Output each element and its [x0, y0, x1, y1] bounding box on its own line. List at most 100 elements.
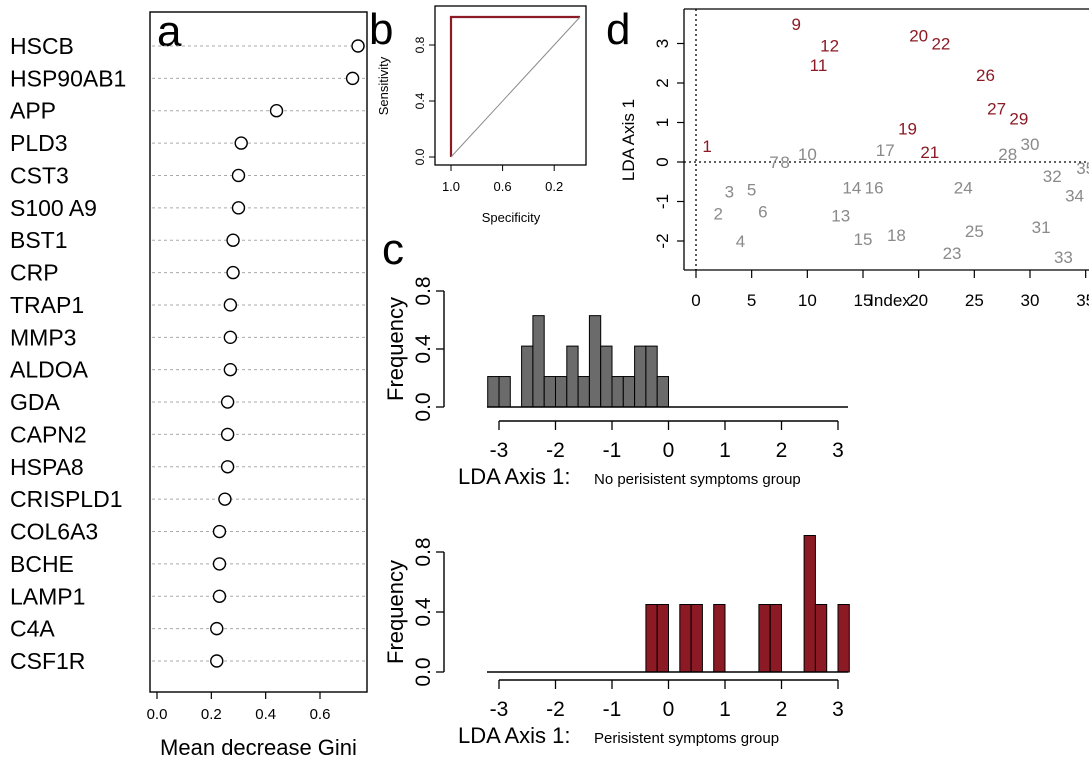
- x-axis-label: LDA Axis 1:: [458, 464, 571, 489]
- y-axis-label: Frequency: [383, 560, 408, 664]
- point-label: 27: [987, 100, 1006, 119]
- category-label: C4A: [10, 616, 55, 642]
- x-axis-sublabel: Perisistent symptoms group: [594, 730, 779, 747]
- point-label: 20: [909, 27, 928, 46]
- x-tick-label: 2: [776, 698, 788, 721]
- histogram-bar: [645, 345, 658, 408]
- x-tick-label: 0.6: [310, 706, 331, 723]
- data-point: [212, 557, 227, 571]
- point-label: 17: [876, 141, 895, 160]
- category-label: APP: [10, 98, 56, 124]
- point-label: 21: [920, 143, 939, 162]
- histogram-bar: [600, 345, 613, 408]
- category-label: PLD3: [10, 130, 68, 156]
- point-label: 7: [769, 153, 778, 172]
- point-label: 6: [758, 202, 767, 221]
- y-tick-label: 0: [653, 157, 672, 166]
- histogram-bar: [814, 604, 828, 673]
- data-point: [210, 621, 224, 636]
- x-axis-sublabel: No perisistent symptoms group: [594, 471, 801, 488]
- x-axis-label: Mean decrease Gini: [160, 735, 357, 760]
- data-point: [212, 589, 227, 603]
- histogram-bar: [543, 376, 557, 408]
- point-label: 8: [780, 153, 789, 172]
- x-axis-label: Specificity: [482, 210, 541, 225]
- data-point: [220, 427, 235, 442]
- histogram-bar: [634, 345, 647, 408]
- panel-b-roc-curve: 0.0 0.4 0.8 1.0 0.6 0.2 Specificity Sensitivity: [376, 5, 587, 225]
- category-label: HSCB: [10, 33, 74, 59]
- point-label: 24: [954, 179, 973, 198]
- data-point: [220, 395, 235, 409]
- category-label: CRP: [10, 260, 59, 286]
- data-point: [234, 136, 248, 150]
- y-tick-label: 0.8: [412, 276, 435, 305]
- x-tick-label: 2: [776, 439, 788, 462]
- category-label: S100 A9: [10, 195, 97, 221]
- x-tick-label: 0.4: [255, 706, 276, 723]
- x-tick-label: 0.6: [494, 179, 512, 194]
- category-label: HSPA8: [10, 454, 84, 480]
- x-tick-label: 1: [719, 439, 731, 462]
- data-point: [223, 362, 238, 377]
- histogram-bar: [622, 376, 636, 408]
- data-point: [220, 460, 235, 474]
- x-tick-label: 1: [719, 698, 731, 721]
- x-tick-label: 0: [663, 698, 675, 721]
- panel-label-b: b: [369, 5, 393, 54]
- x-tick-label: 3: [832, 439, 844, 462]
- x-tick-label: 25: [965, 291, 984, 310]
- x-tick-label: -2: [546, 439, 565, 462]
- category-label: CSF1R: [10, 648, 85, 674]
- point-label: 3: [725, 183, 734, 202]
- y-axis-label: Frequency: [383, 297, 408, 401]
- category-label: CST3: [10, 162, 69, 188]
- histogram-bar: [555, 376, 568, 408]
- histogram-bar: [656, 604, 670, 673]
- category-label: COL6A3: [10, 519, 98, 545]
- data-point: [226, 265, 240, 280]
- category-label: LAMP1: [10, 583, 85, 609]
- category-label: TRAP1: [10, 292, 84, 318]
- data-point: [269, 104, 284, 118]
- point-label: 32: [1043, 167, 1062, 186]
- histogram-bar: [588, 315, 602, 408]
- category-label: CAPN2: [10, 421, 87, 447]
- histogram-bar: [758, 604, 771, 673]
- data-point: [345, 71, 360, 86]
- point-label: 15: [854, 230, 873, 249]
- data-point: [231, 168, 246, 183]
- point-label: 30: [1021, 135, 1040, 154]
- histogram-bar: [713, 604, 726, 673]
- data-point: [351, 39, 365, 53]
- data-point: [231, 201, 246, 215]
- x-tick-label: -2: [546, 698, 565, 721]
- point-label: 25: [965, 222, 984, 241]
- point-label: 5: [747, 181, 756, 200]
- x-tick-label: -3: [490, 439, 509, 462]
- histogram-bar: [769, 604, 783, 673]
- y-tick-label: -2: [653, 233, 672, 248]
- roc-series-line: [449, 15, 580, 157]
- data-point: [212, 524, 227, 539]
- x-axis-label: Index: [869, 291, 911, 310]
- x-tick-label: 0.2: [201, 706, 222, 723]
- point-label: 23: [943, 244, 962, 263]
- y-tick-label: 3: [653, 39, 672, 48]
- x-tick-label: 0: [663, 439, 675, 462]
- point-label: 29: [1009, 110, 1028, 129]
- histogram-bar: [532, 315, 545, 408]
- histogram-bar: [611, 376, 624, 408]
- plot-frame: [149, 11, 368, 693]
- point-label: 22: [931, 35, 950, 54]
- panel-label-a: a: [157, 7, 182, 56]
- x-tick-label: 20: [909, 291, 928, 310]
- point-label: 2: [714, 204, 723, 223]
- data-point: [223, 298, 238, 312]
- x-tick-label: 1.0: [442, 179, 460, 194]
- data-point: [223, 330, 238, 345]
